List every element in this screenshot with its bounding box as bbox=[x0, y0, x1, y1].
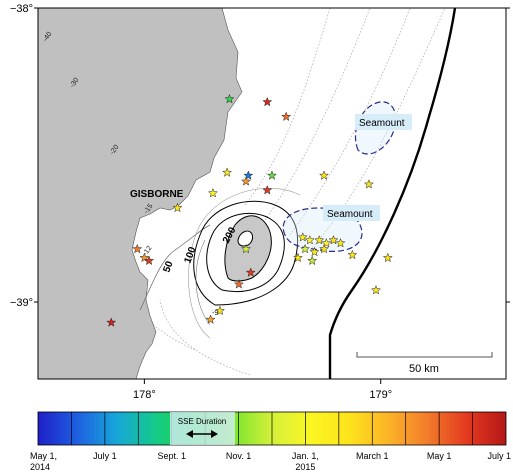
contour-label-20: -20 bbox=[109, 144, 121, 156]
event-star bbox=[363, 179, 374, 189]
seamount-label-south: Seamount bbox=[327, 209, 373, 220]
event-star bbox=[172, 202, 183, 213]
event-star bbox=[262, 184, 273, 195]
scale-bar: 50 km bbox=[356, 352, 493, 375]
colorbar-tick-label: May 1, bbox=[30, 451, 57, 461]
contour-line-offshore-1 bbox=[244, 8, 331, 206]
colorbar-tick-label: July 1 bbox=[93, 451, 117, 461]
contour-label-15: -15 bbox=[143, 203, 155, 215]
colorbar-tick-label-year: 2015 bbox=[295, 462, 315, 472]
colorbar-tick-label-year: 2014 bbox=[30, 462, 50, 472]
scale-bar-label: 50 km bbox=[409, 363, 439, 375]
colorbar-tick-label: July 1 bbox=[487, 451, 511, 461]
axis-ticks: −38° −39° 178° 179° bbox=[10, 3, 510, 401]
event-star bbox=[307, 255, 318, 266]
seamount-label-bg-1 bbox=[355, 114, 412, 130]
place-label-gisborne: GISBORNE bbox=[130, 189, 184, 200]
trench-line bbox=[328, 8, 457, 379]
contour-label-9: -9 bbox=[212, 310, 218, 317]
colorbar-ticks bbox=[71, 412, 473, 445]
contour-line-south-2 bbox=[159, 299, 251, 376]
event-star bbox=[314, 234, 325, 245]
event-star bbox=[240, 243, 252, 254]
colorbar-tick-labels: May 1,2014 July 1 Sept. 1 Nov. 1 Jan. 1,2015… bbox=[30, 451, 511, 472]
lat-tick-label: −38° bbox=[10, 3, 33, 15]
event-star bbox=[347, 249, 358, 260]
event-star bbox=[224, 93, 235, 104]
event-star bbox=[382, 252, 393, 263]
event-star bbox=[318, 170, 330, 180]
contour-label-12: -12 bbox=[142, 245, 154, 257]
seamount-label-bg-2 bbox=[323, 205, 380, 221]
seamounts bbox=[282, 101, 412, 252]
contour-line-offshore-3 bbox=[289, 8, 411, 236]
colorbar-tick-label: Jan. 1, bbox=[292, 451, 319, 461]
contour-label-30: -30 bbox=[69, 77, 81, 89]
contour-12 bbox=[139, 224, 211, 311]
event-star bbox=[132, 243, 143, 254]
event-star bbox=[245, 267, 256, 277]
event-star bbox=[304, 234, 315, 245]
sse-duration-box bbox=[170, 412, 235, 445]
colorbar-tick-label: Sept. 1 bbox=[157, 451, 186, 461]
lon-tick-label: 179° bbox=[369, 389, 392, 401]
event-star bbox=[297, 231, 308, 242]
lat-tick-label: −39° bbox=[10, 297, 33, 309]
contour-line-offshore-2 bbox=[264, 8, 371, 221]
map-panel: GISBORNE Seamount Seamount -40 -30 -20 -… bbox=[10, 3, 510, 401]
map-frame bbox=[37, 7, 507, 380]
contour-label-40: -40 bbox=[42, 31, 54, 43]
event-star bbox=[222, 167, 233, 177]
event-star bbox=[240, 176, 252, 186]
sse-duration-arrow bbox=[186, 430, 218, 438]
event-star bbox=[243, 170, 254, 180]
sse-duration-label: SSE Duration bbox=[178, 417, 226, 426]
contour-label-50: 50 bbox=[161, 259, 175, 274]
colorbar-tick-label: March 1 bbox=[356, 451, 389, 461]
event-star bbox=[262, 96, 273, 107]
colorbar-tick-label: May 1 bbox=[427, 451, 452, 461]
event-star bbox=[335, 237, 346, 248]
event-star bbox=[309, 246, 320, 257]
event-star bbox=[321, 237, 332, 248]
seamount-label-north: Seamount bbox=[359, 118, 405, 129]
event-star bbox=[281, 111, 292, 122]
sse-events bbox=[106, 93, 393, 327]
event-star bbox=[139, 252, 150, 263]
lon-tick-label: 178° bbox=[133, 389, 156, 401]
event-star bbox=[266, 170, 278, 180]
colorbar: SSE Duration May 1,2014 July 1 Sept. 1 Nov.… bbox=[30, 411, 511, 472]
event-star bbox=[233, 279, 244, 289]
contour-50 bbox=[193, 200, 299, 306]
event-star bbox=[214, 305, 226, 316]
event-star bbox=[205, 314, 216, 324]
event-star bbox=[144, 255, 155, 266]
event-star bbox=[207, 187, 218, 198]
slip-patch-core bbox=[237, 230, 253, 247]
event-star bbox=[318, 243, 330, 254]
event-star bbox=[328, 234, 339, 245]
contour-9 bbox=[195, 239, 211, 326]
contour-100 bbox=[206, 212, 285, 293]
scale-bar-line bbox=[356, 352, 493, 358]
event-star bbox=[300, 243, 311, 254]
land-mass bbox=[38, 8, 243, 379]
event-star bbox=[370, 284, 382, 295]
colorbar-tick-label: Nov. 1 bbox=[226, 451, 251, 461]
event-star bbox=[292, 252, 304, 263]
event-star bbox=[106, 317, 117, 327]
